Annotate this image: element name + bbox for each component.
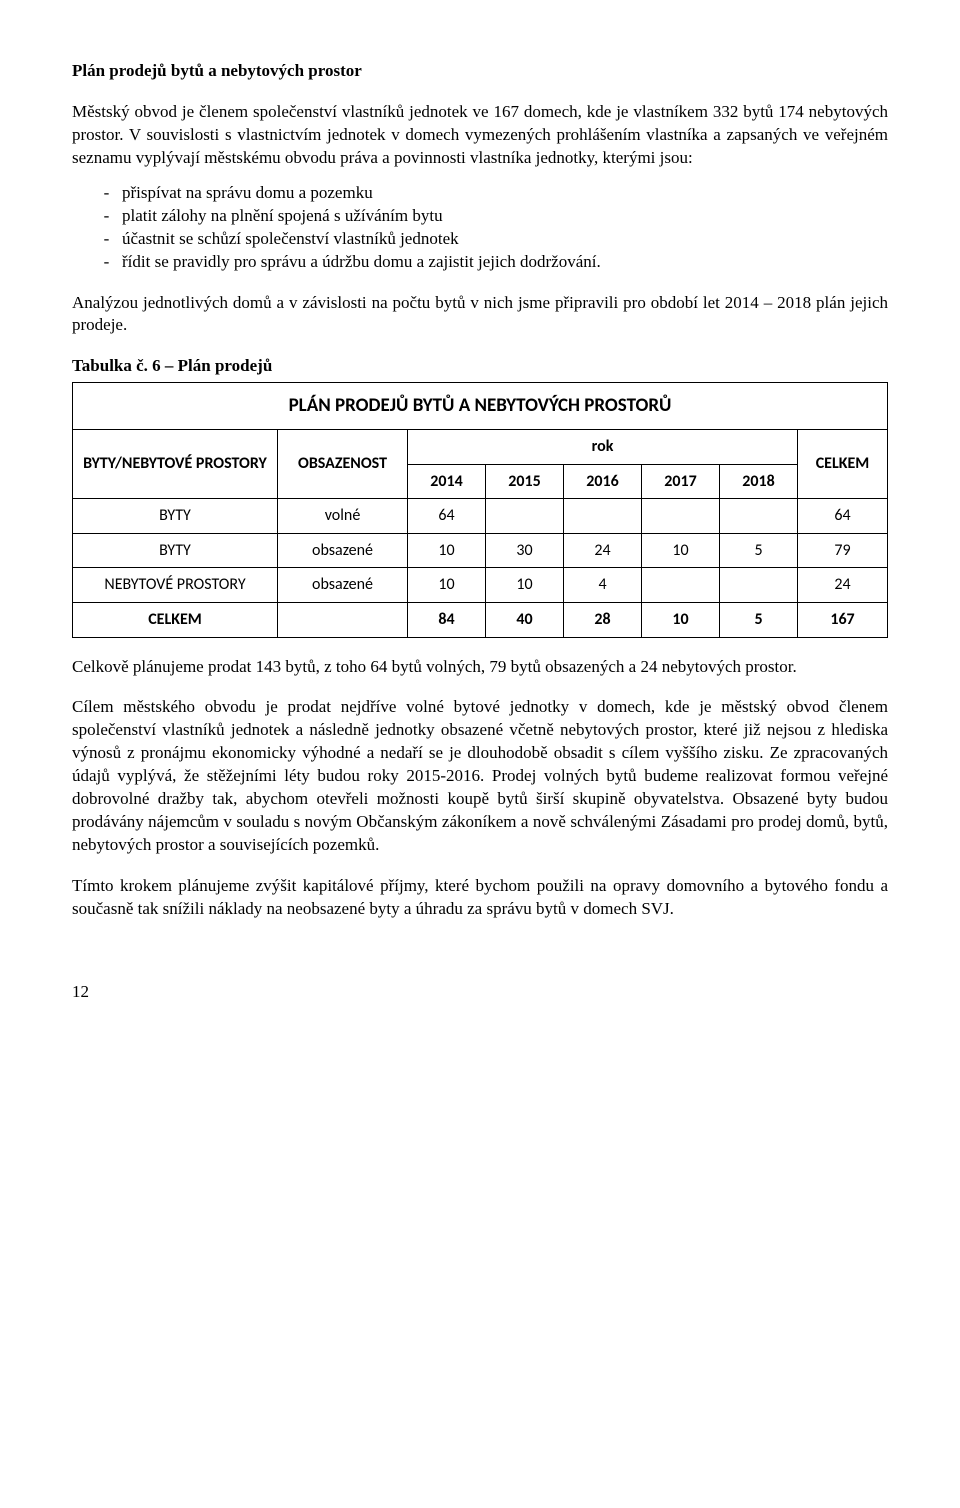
row-total: 79 (798, 533, 888, 568)
cell (720, 568, 798, 603)
row-label: BYTY (73, 499, 278, 534)
table-row: BYTY obsazené 10 30 24 10 5 79 (73, 533, 888, 568)
cell: 5 (720, 533, 798, 568)
row-occupancy: volné (278, 499, 408, 534)
list-item: přispívat na správu domu a pozemku (122, 182, 888, 205)
total-occupancy (278, 602, 408, 637)
row-label: NEBYTOVÉ PROSTORY (73, 568, 278, 603)
cell: 10 (642, 602, 720, 637)
list-item: řídit se pravidly pro správu a údržbu do… (122, 251, 888, 274)
row-occupancy: obsazené (278, 568, 408, 603)
col-header-type: BYTY/NEBYTOVÉ PROSTORY (73, 429, 278, 498)
table-row: BYTY volné 64 64 (73, 499, 888, 534)
col-header-total: CELKEM (798, 429, 888, 498)
page-number: 12 (72, 981, 888, 1004)
cell (564, 499, 642, 534)
duties-list: přispívat na správu domu a pozemku plati… (72, 182, 888, 274)
cell (642, 499, 720, 534)
row-total: 24 (798, 568, 888, 603)
cell (486, 499, 564, 534)
list-item: platit zálohy na plnění spojená s užíván… (122, 205, 888, 228)
year-header: 2014 (408, 464, 486, 499)
cell: 4 (564, 568, 642, 603)
row-occupancy: obsazené (278, 533, 408, 568)
cell (720, 499, 798, 534)
year-header: 2017 (642, 464, 720, 499)
summary-paragraph: Celkově plánujeme prodat 143 bytů, z toh… (72, 656, 888, 679)
table-row: NEBYTOVÉ PROSTORY obsazené 10 10 4 24 (73, 568, 888, 603)
col-header-occupancy: OBSAZENOST (278, 429, 408, 498)
cell: 10 (408, 533, 486, 568)
cell: 10 (486, 568, 564, 603)
list-item: účastnit se schůzí společenství vlastník… (122, 228, 888, 251)
section-heading: Plán prodejů bytů a nebytových prostor (72, 60, 888, 83)
year-header: 2018 (720, 464, 798, 499)
cell: 5 (720, 602, 798, 637)
goal-paragraph: Cílem městského obvodu je prodat nejdřív… (72, 696, 888, 857)
col-header-year: rok (408, 429, 798, 464)
table-grand-header: PLÁN PRODEJŮ BYTŮ A NEBYTOVÝCH PROSTORŮ (73, 383, 888, 430)
analysis-paragraph: Analýzou jednotlivých domů a v závislost… (72, 292, 888, 338)
final-paragraph: Tímto krokem plánujeme zvýšit kapitálové… (72, 875, 888, 921)
cell: 10 (642, 533, 720, 568)
cell (642, 568, 720, 603)
row-total: 64 (798, 499, 888, 534)
cell: 28 (564, 602, 642, 637)
sales-plan-table: PLÁN PRODEJŮ BYTŮ A NEBYTOVÝCH PROSTORŮ … (72, 382, 888, 637)
row-label: BYTY (73, 533, 278, 568)
table-total-row: CELKEM 84 40 28 10 5 167 (73, 602, 888, 637)
year-header: 2016 (564, 464, 642, 499)
cell: 64 (408, 499, 486, 534)
table-caption: Tabulka č. 6 – Plán prodejů (72, 355, 888, 378)
grand-total: 167 (798, 602, 888, 637)
cell: 84 (408, 602, 486, 637)
cell: 30 (486, 533, 564, 568)
intro-paragraph: Městský obvod je členem společenství vla… (72, 101, 888, 170)
cell: 24 (564, 533, 642, 568)
cell: 10 (408, 568, 486, 603)
total-label: CELKEM (73, 602, 278, 637)
year-header: 2015 (486, 464, 564, 499)
cell: 40 (486, 602, 564, 637)
